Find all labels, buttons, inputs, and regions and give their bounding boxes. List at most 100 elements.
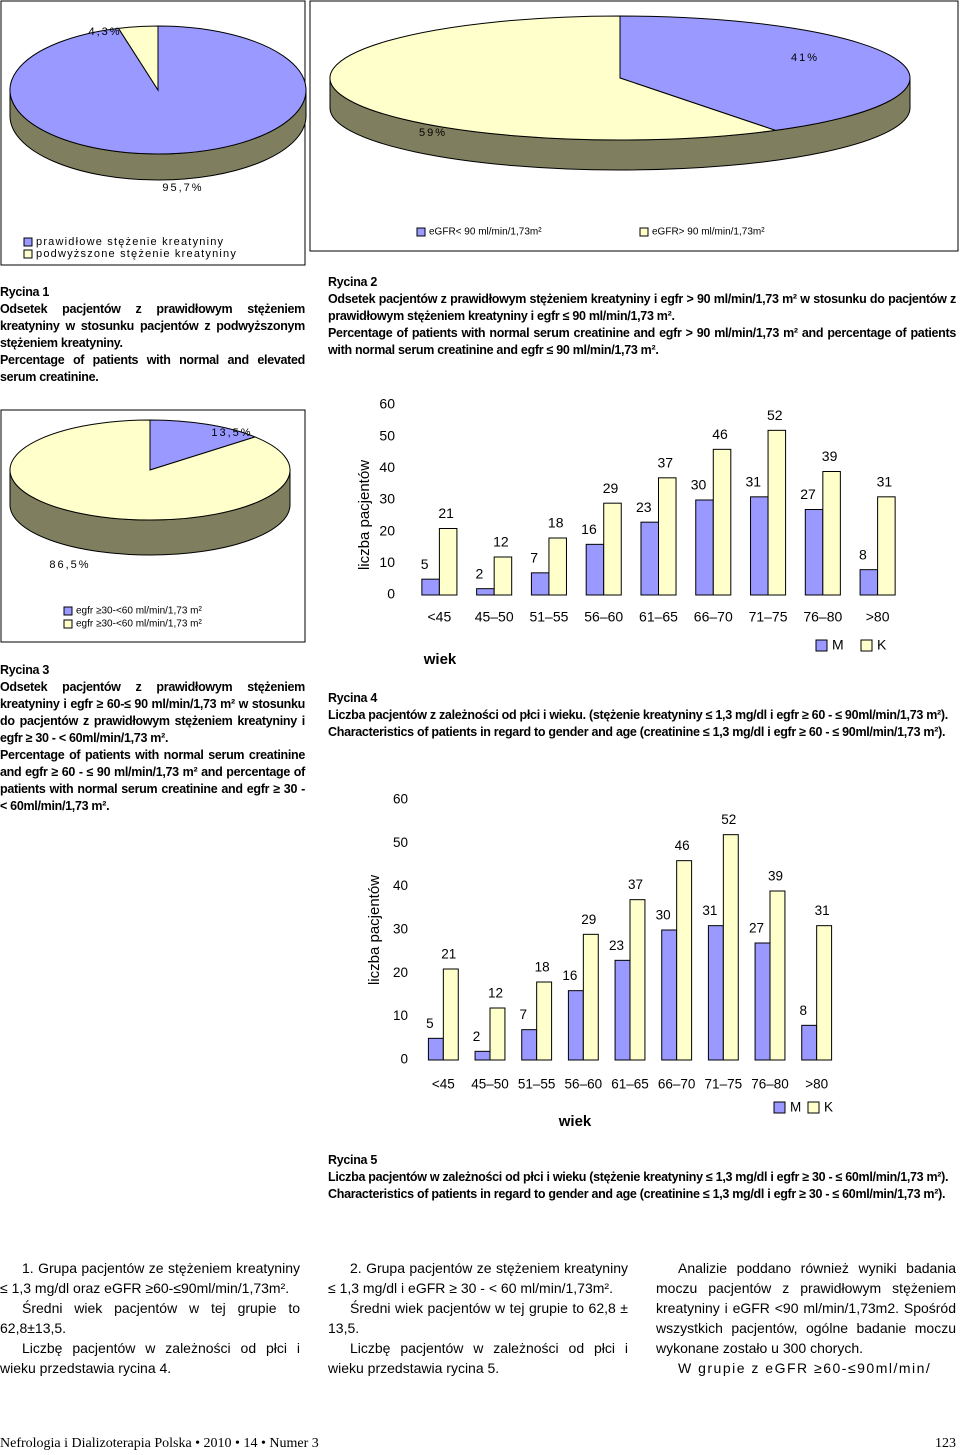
legend-label: K: [877, 637, 887, 653]
legend-label: egfr ≥30-<60 ml/min/1,73 m²: [76, 606, 202, 617]
caption-label: Rycina 2: [328, 275, 378, 289]
bar: [822, 471, 841, 596]
caption-pl: Odsetek pacjentów z prawidłowym stężenie…: [0, 302, 305, 350]
legend-label: prawidłowe stężenie kreatyniny: [36, 236, 224, 248]
x-tick-label: 66–70: [658, 1077, 696, 1092]
bar: [640, 521, 660, 596]
value-label: 2: [476, 565, 484, 581]
value-label: 23: [636, 499, 652, 515]
value-label: 52: [767, 407, 783, 423]
bar: [695, 499, 714, 596]
bar: [476, 588, 495, 596]
slice-label: 59%: [419, 127, 447, 139]
legend-swatch: [416, 227, 426, 237]
pie-slice: [9, 419, 291, 521]
value-label: 7: [530, 550, 538, 566]
x-tick-label: <45: [428, 609, 452, 625]
legend-swatch: [807, 1101, 820, 1114]
legend-swatch: [773, 1101, 786, 1114]
bar: [801, 1024, 818, 1061]
value-label: 30: [691, 477, 707, 493]
caption-label: Rycina 4: [328, 691, 378, 705]
value-label: 2: [473, 1029, 481, 1044]
value-label: 46: [712, 426, 728, 442]
legend-label: egfr ≥30-<60 ml/min/1,73 m²: [76, 619, 202, 630]
y-tick-label: 0: [387, 586, 395, 602]
bar: [676, 860, 693, 1061]
legend-swatch: [63, 619, 73, 629]
x-tick-label: 76–80: [751, 1077, 789, 1092]
bar: [493, 556, 513, 596]
bar: [877, 496, 896, 596]
caption-en: Percentage of patients with normal serum…: [0, 748, 305, 813]
slice-label: 4,3%: [88, 26, 121, 38]
caption: Rycina 1 Odsetek pacjentów z prawidłowym…: [0, 284, 305, 386]
paragraph: Średni wiek pacjentów w tej grupie to 62…: [328, 1300, 628, 1336]
bar: [421, 578, 440, 596]
paragraph: Analizie poddano również wyniki badania …: [656, 1260, 956, 1356]
bar: [582, 933, 599, 1061]
x-tick-label: 76–80: [803, 609, 842, 625]
value-label: 18: [548, 515, 564, 531]
paragraph: Średni wiek pacjentów w tej grupie to 62…: [0, 1300, 300, 1336]
bar: [816, 925, 833, 1061]
slice-label: 86,5%: [49, 559, 90, 571]
bar: [859, 569, 879, 596]
legend-swatch: [639, 227, 649, 237]
pie-slice: [117, 25, 159, 92]
bar: [536, 981, 553, 1061]
bar: [438, 528, 458, 596]
caption-en: Percentage of patients with normal serum…: [328, 326, 956, 357]
slice-label: 41%: [791, 52, 819, 64]
caption-en: Characteristics of patients in regard to…: [328, 1187, 946, 1201]
caption-label: Rycina 3: [0, 663, 50, 677]
bar: [707, 925, 724, 1061]
legend-label: M: [790, 1100, 801, 1115]
y-tick-label: 50: [393, 835, 408, 850]
value-label: 16: [562, 968, 577, 983]
x-tick-label: 45–50: [471, 1077, 509, 1092]
figure-frame: [0, 409, 306, 643]
x-axis-label: wiek: [558, 1113, 592, 1130]
value-label: 21: [438, 505, 454, 521]
y-tick-label: 40: [393, 878, 408, 893]
x-tick-label: 61–65: [611, 1077, 649, 1092]
caption-label: Rycina 1: [0, 285, 50, 299]
figure-frame: [0, 0, 306, 266]
paragraph: 2. Grupa pacjentów ze stężeniem kreatyni…: [328, 1260, 628, 1296]
bar: [548, 537, 567, 596]
y-tick-label: 20: [393, 965, 408, 980]
x-tick-label: <45: [432, 1077, 455, 1092]
value-label: 27: [749, 921, 764, 936]
y-tick-label: 60: [379, 396, 395, 412]
bar: [521, 1029, 538, 1061]
caption-pl: Liczba pacjentów z zależności od płci i …: [328, 708, 948, 722]
legend-swatch: [63, 606, 73, 616]
value-label: 37: [628, 877, 643, 892]
value-label: 39: [822, 448, 838, 464]
y-tick-label: 60: [393, 792, 408, 807]
caption-en: Characteristics of patients in regard to…: [328, 725, 946, 739]
legend-label: eGFR< 90 ml/min/1,73m²: [429, 227, 542, 238]
pie-slice: [329, 15, 776, 141]
bar: [442, 968, 459, 1061]
text-column: 1. Grupa pacjentów ze stężeniem kreatyni…: [0, 1258, 300, 1378]
y-tick-label: 0: [400, 1052, 408, 1067]
bar: [530, 572, 550, 596]
caption: Rycina 3 Odsetek pacjentów z prawidłowym…: [0, 662, 305, 815]
x-tick-label: 61–65: [639, 609, 678, 625]
bar: [614, 959, 631, 1061]
value-label: 52: [721, 812, 736, 827]
x-tick-label: 51–55: [518, 1077, 556, 1092]
value-label: 16: [581, 521, 597, 537]
legend-label: eGFR> 90 ml/min/1,73m²: [652, 227, 765, 238]
y-axis-label: liczba pacjentów: [366, 875, 383, 985]
paragraph: Liczbę pacjentów w zależności od płci i …: [0, 1340, 300, 1376]
bar: [754, 942, 771, 1061]
value-label: 30: [656, 908, 671, 923]
x-axis-label: wiek: [423, 651, 457, 668]
slice-label: 13,5%: [211, 427, 252, 439]
caption-pl: Liczba pacjentów w zależności od płci i …: [328, 1170, 949, 1184]
bar: [427, 1037, 444, 1061]
